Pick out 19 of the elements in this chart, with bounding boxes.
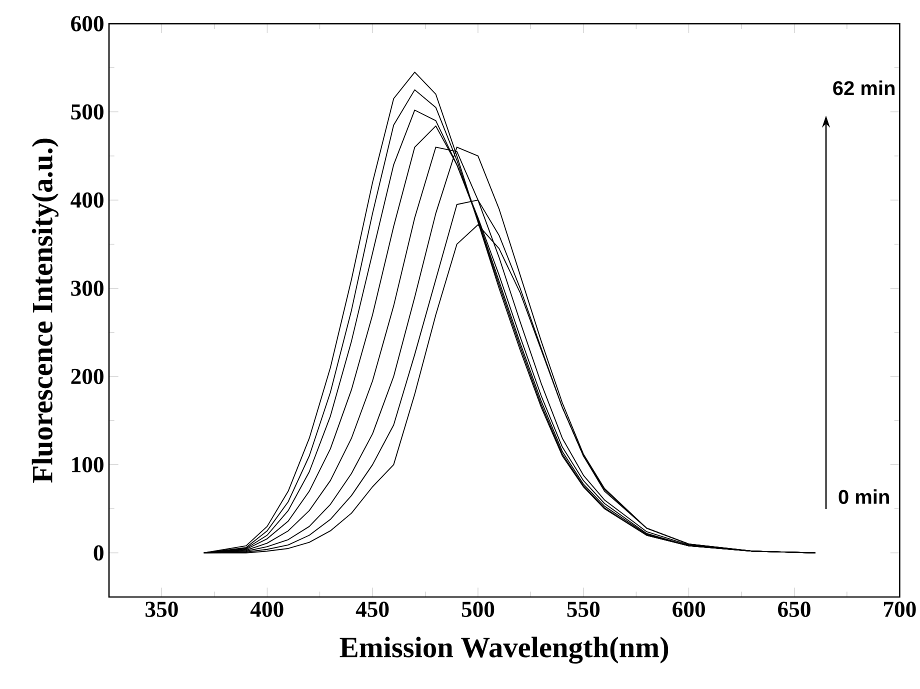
x-tick-label: 400 <box>250 602 284 617</box>
x-tick-label: 550 <box>567 602 600 617</box>
x-tick-label: 350 <box>146 602 178 617</box>
y-tick-label: 400 <box>70 192 104 208</box>
x-tick-label: 600 <box>672 602 705 617</box>
annotation: 0 min <box>838 489 889 504</box>
y-tick-label: 100 <box>72 457 104 472</box>
y-tick-label: 500 <box>71 104 104 120</box>
x-tick-label: 700 <box>884 602 916 617</box>
x-tick-label: 500 <box>462 602 494 617</box>
annotation: 62 min <box>833 80 895 96</box>
y-tick-label: 200 <box>71 368 104 384</box>
y-axis-title: Fluorescence Intensity(a.u.) <box>32 138 59 483</box>
y-tick-label: 300 <box>71 280 104 296</box>
x-tick-label: 650 <box>778 602 810 617</box>
x-axis-title: Emission Wavelength(nm) <box>340 636 668 664</box>
y-tick-label: 0 <box>94 545 104 561</box>
x-tick-label: 450 <box>356 602 389 617</box>
y-tick-label: 600 <box>71 16 104 32</box>
